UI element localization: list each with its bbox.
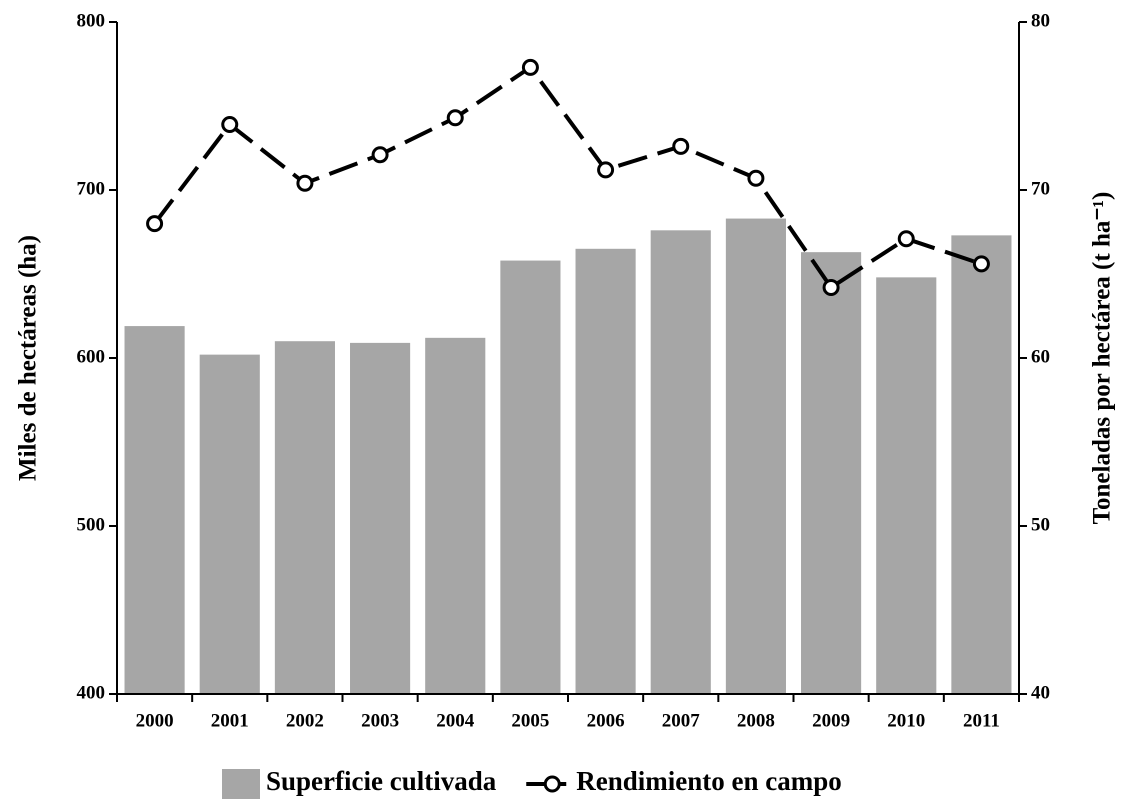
bar [124, 326, 185, 694]
x-tick-label: 2006 [587, 710, 625, 731]
x-tick-label: 2010 [887, 710, 925, 731]
legend-label: Superficie cultivada [266, 766, 497, 796]
line-marker [296, 174, 314, 192]
line-marker [446, 109, 464, 127]
y2-axis-title: Toneladas por hectárea (t ha⁻¹) [1089, 192, 1116, 525]
y2-tick-label: 40 [1031, 682, 1050, 703]
bar [500, 260, 561, 694]
line-marker [146, 215, 164, 233]
bar [650, 230, 711, 694]
line [152, 64, 983, 291]
y-tick-label: 600 [77, 346, 106, 367]
line-marker [672, 137, 690, 155]
x-tick-label: 2001 [211, 710, 249, 731]
x-tick-label: 2002 [286, 710, 324, 731]
x-tick-label: 2009 [812, 710, 850, 731]
y-axis-title: Miles de hectáreas (ha) [15, 235, 42, 481]
line-marker [597, 161, 615, 179]
bar [425, 337, 486, 694]
line-marker [221, 115, 239, 133]
y-tick-label: 500 [77, 514, 106, 535]
line-marker [747, 169, 765, 187]
x-tick-label: 2011 [963, 710, 1000, 731]
bar [876, 277, 937, 694]
bar [350, 342, 411, 694]
y2-tick-label: 70 [1031, 178, 1050, 199]
bar [725, 218, 786, 694]
line-marker [822, 278, 840, 296]
line-marker [972, 255, 990, 273]
line-marker [521, 58, 539, 76]
bar [951, 235, 1012, 695]
y-tick-label: 400 [77, 682, 106, 703]
bar [274, 341, 335, 694]
x-tick-label: 2005 [511, 710, 549, 731]
legend-swatch [222, 769, 260, 799]
x-tick-label: 2004 [436, 710, 475, 731]
legend-label: Rendimiento en campo [576, 766, 842, 796]
x-tick-label: 2007 [662, 710, 701, 731]
bar [199, 354, 260, 694]
y2-tick-label: 50 [1031, 514, 1050, 535]
line-marker [371, 146, 389, 164]
y2-tick-label: 80 [1031, 10, 1050, 31]
bar [801, 252, 862, 694]
x-tick-label: 2003 [361, 710, 399, 731]
x-tick-label: 2008 [737, 710, 775, 731]
line-marker [897, 230, 915, 248]
y-tick-label: 700 [77, 178, 106, 199]
x-tick-label: 2000 [136, 710, 174, 731]
y-tick-label: 800 [77, 10, 106, 31]
y2-tick-label: 60 [1031, 346, 1050, 367]
legend-marker [543, 775, 561, 793]
bar [575, 248, 636, 695]
